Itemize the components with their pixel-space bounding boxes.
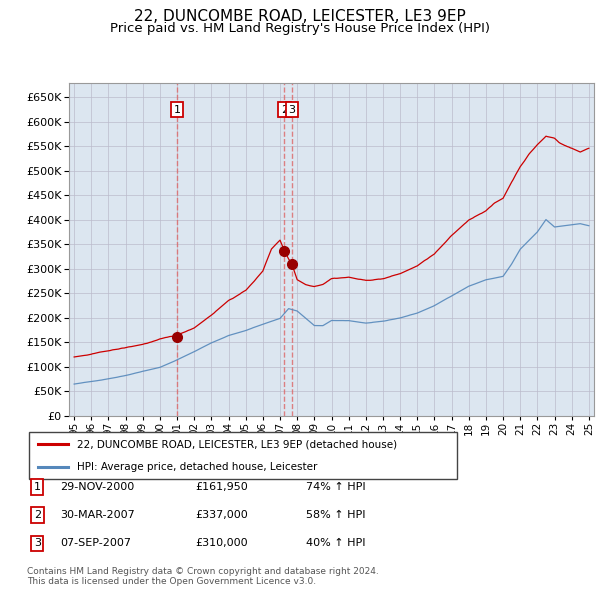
Text: 58% ↑ HPI: 58% ↑ HPI — [306, 510, 365, 520]
Text: 22, DUNCOMBE ROAD, LEICESTER, LE3 9EP (detached house): 22, DUNCOMBE ROAD, LEICESTER, LE3 9EP (d… — [77, 439, 397, 449]
Text: 40% ↑ HPI: 40% ↑ HPI — [306, 539, 365, 548]
Text: £161,950: £161,950 — [195, 482, 248, 491]
Text: Price paid vs. HM Land Registry's House Price Index (HPI): Price paid vs. HM Land Registry's House … — [110, 22, 490, 35]
Text: 74% ↑ HPI: 74% ↑ HPI — [306, 482, 365, 491]
Text: £310,000: £310,000 — [195, 539, 248, 548]
Text: 1: 1 — [173, 104, 181, 114]
FancyBboxPatch shape — [29, 432, 457, 479]
Text: 3: 3 — [34, 539, 41, 548]
Text: 07-SEP-2007: 07-SEP-2007 — [60, 539, 131, 548]
Text: Contains HM Land Registry data © Crown copyright and database right 2024.
This d: Contains HM Land Registry data © Crown c… — [27, 567, 379, 586]
Text: 2: 2 — [281, 104, 288, 114]
Text: 29-NOV-2000: 29-NOV-2000 — [60, 482, 134, 491]
Text: £337,000: £337,000 — [195, 510, 248, 520]
Text: 22, DUNCOMBE ROAD, LEICESTER, LE3 9EP: 22, DUNCOMBE ROAD, LEICESTER, LE3 9EP — [134, 9, 466, 24]
Text: 3: 3 — [289, 104, 295, 114]
Text: 2: 2 — [34, 510, 41, 520]
Text: 1: 1 — [34, 482, 41, 491]
Text: 30-MAR-2007: 30-MAR-2007 — [60, 510, 135, 520]
Text: HPI: Average price, detached house, Leicester: HPI: Average price, detached house, Leic… — [77, 463, 317, 473]
